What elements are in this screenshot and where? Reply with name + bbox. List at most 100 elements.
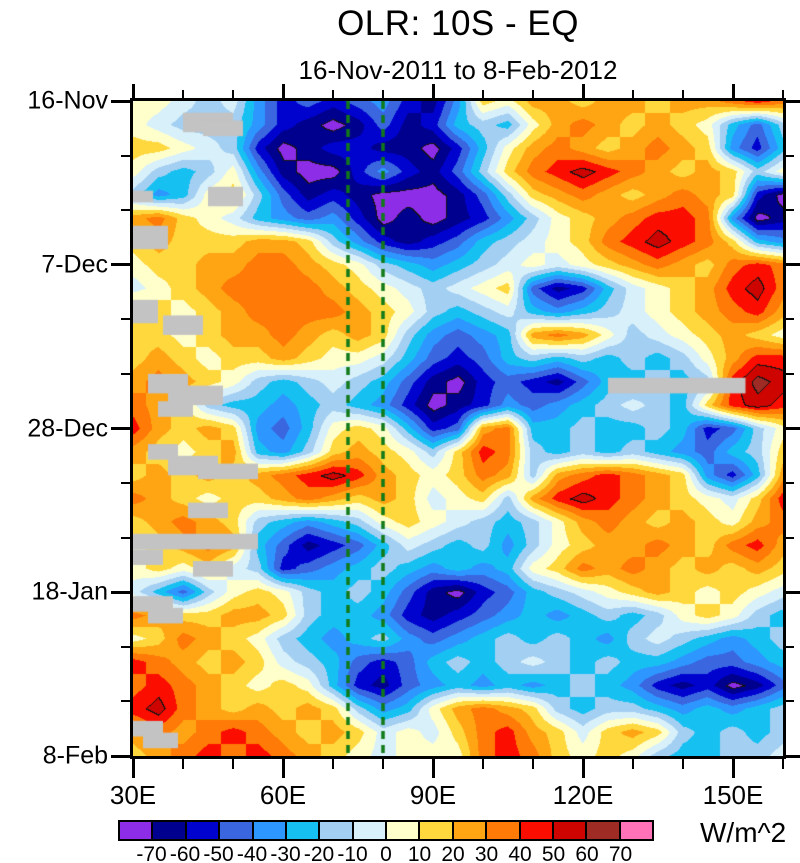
x-minor-tick-top bbox=[482, 90, 484, 98]
y-tick-label: 8-Feb bbox=[42, 741, 108, 770]
x-major-tick-top bbox=[281, 84, 285, 98]
y-minor-tick bbox=[121, 209, 130, 212]
colorbar-cell bbox=[451, 822, 486, 839]
y-minor-tick-right bbox=[786, 700, 794, 703]
x-major-tick-top bbox=[431, 84, 435, 98]
y-tick-label: 28-Dec bbox=[27, 414, 108, 442]
x-major-tick-top bbox=[731, 84, 735, 98]
colorbar-tick-label: -70 bbox=[136, 843, 167, 863]
colorbar-cell bbox=[485, 822, 519, 839]
colorbar-tick-label: 70 bbox=[608, 843, 633, 863]
y-major-tick bbox=[111, 427, 130, 430]
y-minor-tick-right bbox=[786, 536, 794, 539]
y-major-tick bbox=[111, 263, 130, 267]
colorbar-tick-label: -60 bbox=[169, 843, 201, 863]
colorbar-cell bbox=[251, 822, 285, 839]
x-tick-label: 120E bbox=[552, 780, 614, 810]
x-minor-tick-top bbox=[182, 90, 184, 98]
colorbar-tick-label: 40 bbox=[508, 843, 532, 863]
colorbar-cell bbox=[418, 822, 452, 839]
x-minor-tick bbox=[182, 759, 184, 769]
x-minor-tick-top bbox=[532, 90, 534, 98]
colorbar-tick-label: -10 bbox=[337, 843, 368, 863]
colorbar-cell bbox=[585, 822, 619, 839]
plot-area bbox=[130, 98, 786, 759]
x-minor-tick bbox=[682, 759, 684, 769]
colorbar-tick-label: 60 bbox=[575, 843, 599, 863]
y-minor-tick bbox=[121, 645, 130, 648]
colorbar-tick-label: 10 bbox=[407, 843, 432, 863]
chart-subtitle: 16-Nov-2011 to 8-Feb-2012 bbox=[298, 55, 618, 85]
y-major-tick bbox=[111, 754, 130, 758]
y-tick-label: 7-Dec bbox=[41, 250, 108, 279]
x-tick-label: 60E bbox=[259, 780, 307, 810]
y-minor-tick-right bbox=[786, 154, 794, 157]
x-major-tick bbox=[281, 759, 285, 778]
y-minor-tick bbox=[121, 372, 130, 375]
x-major-tick bbox=[131, 759, 135, 778]
y-minor-tick bbox=[121, 700, 130, 703]
y-tick-label: 18-Jan bbox=[31, 577, 108, 606]
y-minor-tick-right bbox=[786, 318, 794, 321]
x-minor-tick bbox=[482, 759, 484, 769]
x-minor-tick bbox=[782, 759, 784, 769]
colorbar-cell bbox=[218, 822, 252, 839]
colorbar-cell bbox=[551, 822, 586, 839]
y-major-tick bbox=[111, 99, 130, 103]
chart-title: OLR: 10S - EQ bbox=[337, 4, 579, 43]
x-minor-tick-top bbox=[332, 90, 334, 98]
colorbar-tick-label: 0 bbox=[380, 843, 392, 863]
x-tick-label: 150E bbox=[702, 780, 764, 810]
x-major-tick bbox=[431, 759, 435, 778]
x-major-tick-top bbox=[131, 84, 135, 98]
y-major-tick-right bbox=[786, 263, 800, 267]
x-tick-label: 30E bbox=[109, 780, 157, 810]
x-minor-tick bbox=[632, 759, 634, 769]
y-minor-tick-right bbox=[786, 645, 794, 648]
x-tick-label: 90E bbox=[409, 780, 457, 810]
colorbar-cell bbox=[284, 822, 319, 839]
y-minor-tick-right bbox=[786, 372, 794, 375]
y-minor-tick bbox=[121, 482, 130, 485]
y-minor-tick bbox=[121, 154, 130, 157]
x-minor-tick-top bbox=[382, 90, 384, 98]
y-major-tick-right bbox=[786, 590, 800, 594]
colorbar-tick-label: -50 bbox=[203, 843, 234, 863]
colorbar-cell bbox=[120, 822, 152, 839]
colorbar-tick-label: 30 bbox=[474, 843, 499, 863]
colorbar-cell bbox=[351, 822, 385, 839]
x-major-tick bbox=[581, 759, 585, 778]
y-minor-tick bbox=[121, 536, 130, 539]
colorbar-unit-label: W/m^2 bbox=[700, 817, 787, 848]
y-minor-tick-right bbox=[786, 482, 794, 485]
x-minor-tick-top bbox=[682, 90, 684, 98]
y-tick-label: 16-Nov bbox=[27, 86, 108, 115]
colorbar-cell bbox=[151, 822, 185, 839]
x-minor-tick bbox=[332, 759, 334, 769]
y-minor-tick bbox=[121, 318, 130, 321]
heatmap-canvas bbox=[133, 101, 783, 756]
colorbar-tick-label: -30 bbox=[270, 843, 301, 863]
x-minor-tick-top bbox=[782, 90, 784, 98]
colorbar-tick-label: 20 bbox=[441, 843, 465, 863]
x-major-tick bbox=[731, 759, 735, 778]
y-minor-tick-right bbox=[786, 209, 794, 212]
x-minor-tick-top bbox=[232, 90, 234, 98]
x-minor-tick bbox=[382, 759, 384, 769]
y-major-tick-right bbox=[786, 427, 800, 430]
colorbar bbox=[118, 820, 654, 841]
colorbar-cell bbox=[184, 822, 219, 839]
colorbar-tick-label: -20 bbox=[303, 843, 335, 863]
colorbar-cell bbox=[318, 822, 352, 839]
x-minor-tick bbox=[532, 759, 534, 769]
colorbar-cell bbox=[385, 822, 419, 839]
x-minor-tick-top bbox=[632, 90, 634, 98]
y-major-tick bbox=[111, 590, 130, 594]
colorbar-cell bbox=[518, 822, 552, 839]
x-minor-tick bbox=[232, 759, 234, 769]
colorbar-tick-label: -40 bbox=[236, 843, 268, 863]
y-major-tick-right bbox=[786, 754, 800, 758]
y-major-tick-right bbox=[786, 99, 800, 103]
colorbar-cell bbox=[618, 822, 652, 839]
